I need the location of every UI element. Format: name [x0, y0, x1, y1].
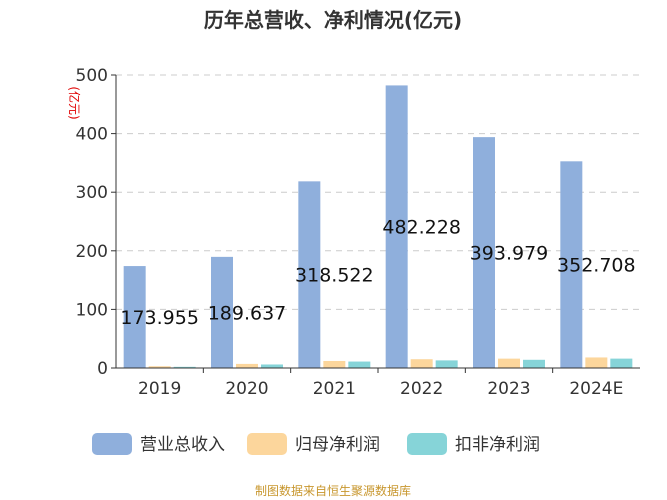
bar [236, 363, 258, 368]
bar [261, 364, 283, 368]
bar [298, 181, 321, 368]
legend-swatch [92, 433, 132, 455]
chart-title: 历年总营收、净利情况(亿元) [204, 8, 462, 32]
y-axis-unit-label: (亿元) [67, 86, 82, 119]
legend-item[interactable]: 归母净利润 [247, 433, 380, 455]
data-label: 189.637 [208, 302, 287, 324]
bar [585, 357, 608, 368]
bar [173, 366, 196, 368]
legend-item[interactable]: 营业总收入 [92, 433, 225, 455]
legend-label: 扣非净利润 [455, 435, 540, 455]
bar [435, 360, 458, 368]
bar [123, 266, 146, 368]
y-tick-label: 300 [76, 183, 108, 203]
bar [610, 358, 633, 368]
legend[interactable]: 营业总收入 归母净利润 扣非净利润 [92, 433, 540, 455]
data-label: 318.522 [295, 265, 374, 287]
legend-swatch [247, 433, 287, 455]
legend-swatch [407, 433, 447, 455]
bar [410, 359, 433, 368]
bar [523, 359, 545, 368]
x-tick-label: 2019 [138, 379, 181, 399]
bar [348, 361, 371, 368]
bar [323, 360, 346, 368]
y-tick-label: 500 [76, 66, 108, 86]
bar [473, 137, 495, 368]
y-tick-label: 100 [76, 300, 108, 320]
y-tick-label: 200 [76, 242, 108, 262]
x-tick-label: 2022 [400, 379, 443, 399]
y-tick-label: 400 [76, 125, 108, 145]
bar [211, 256, 233, 368]
x-tick-label: 2020 [225, 379, 268, 399]
data-label: 482.228 [382, 217, 461, 239]
x-tick-label: 2023 [487, 379, 530, 399]
data-label: 173.955 [120, 307, 199, 329]
bar [385, 85, 408, 368]
bar [148, 366, 171, 368]
data-label: 352.708 [557, 255, 636, 277]
x-tick-label: 2021 [313, 379, 356, 399]
data-label: 393.979 [470, 243, 549, 265]
legend-label: 营业总收入 [140, 435, 225, 455]
bar [560, 161, 583, 368]
y-tick-label: 0 [97, 359, 108, 379]
source-note: 制图数据来自恒生聚源数据库 [255, 483, 411, 498]
bar-group [123, 85, 633, 368]
bar [498, 358, 520, 368]
axes: 0 100 200 300 400 500 2019 2020 2021 2022 2023 2024… [76, 66, 640, 399]
legend-item[interactable]: 扣非净利润 [407, 433, 540, 455]
legend-label: 归母净利润 [295, 435, 380, 455]
x-tick-label: 2024E [569, 379, 623, 399]
data-labels: 173.955 189.637 318.522 482.228 393.979 352.7… [120, 217, 635, 329]
